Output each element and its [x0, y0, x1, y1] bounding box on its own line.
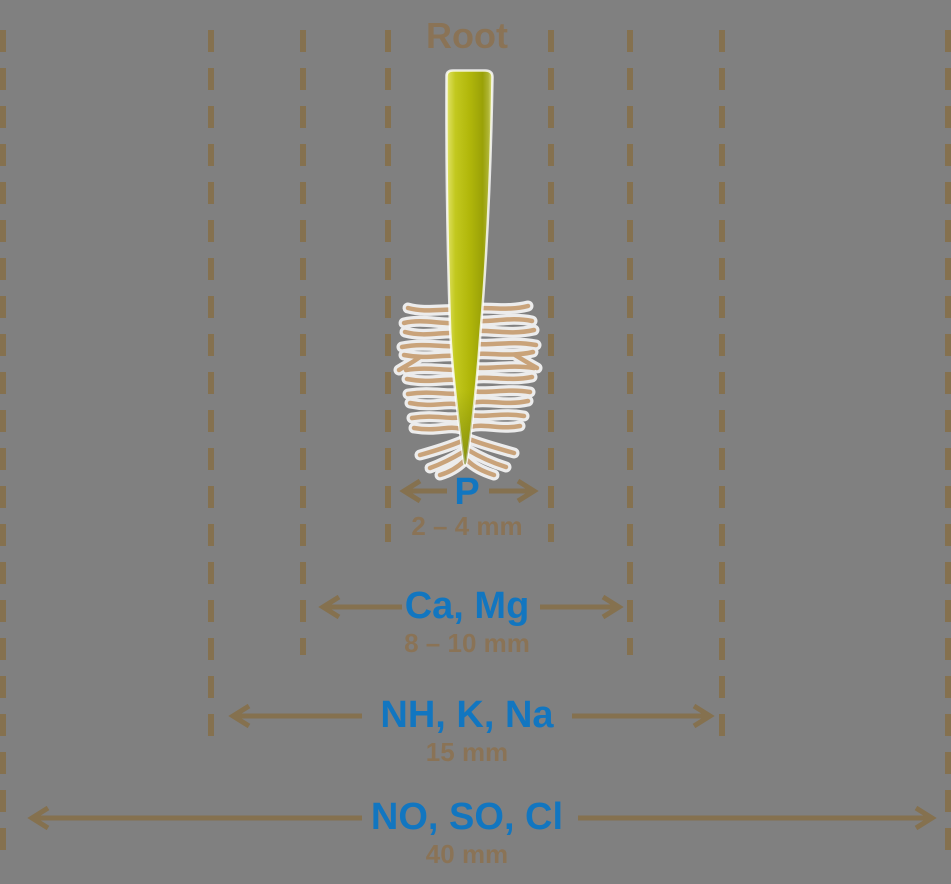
root-tip-shading	[446, 70, 493, 465]
root-illustration	[445, 69, 494, 466]
zone-extent-arrows	[27, 478, 937, 831]
zone-boundary-lines	[0, 30, 951, 852]
distance-label-ca-mg: 8 – 10 mm	[404, 628, 530, 658]
nutrient-label-nh-k-na: NH, K, Na	[380, 694, 554, 736]
nutrient-label-no-so-cl: NO, SO, Cl	[370, 796, 564, 838]
distance-label-p: 2 – 4 mm	[411, 511, 523, 541]
nutrient-label-ca-mg: Ca, Mg	[404, 585, 530, 627]
distance-label-no-so-cl: 40 mm	[425, 839, 509, 869]
distance-label-nh-k-na: 15 mm	[425, 737, 509, 767]
nutrient-label-p: P	[454, 471, 480, 513]
diagram-title: Root	[426, 15, 508, 56]
